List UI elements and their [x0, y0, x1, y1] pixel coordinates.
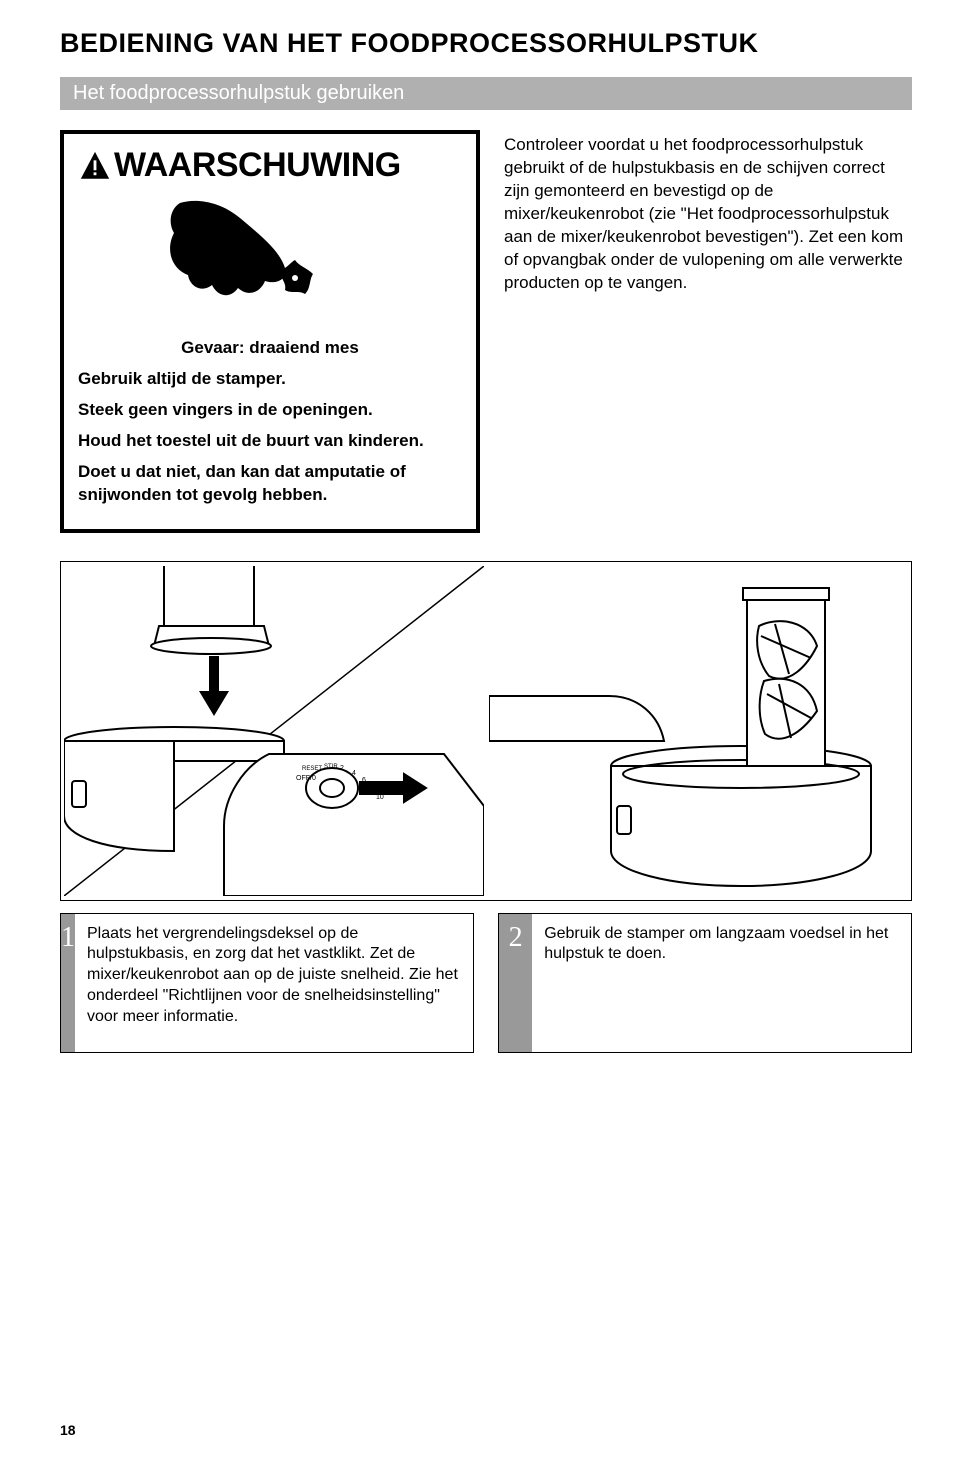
steps-row: 1 Plaats het vergrendelingsdeksel op de … [60, 913, 912, 1053]
warning-line: Steek geen vingers in de openingen. [78, 399, 462, 422]
warning-triangle-icon [78, 149, 112, 183]
warning-line: Gebruik altijd de stamper. [78, 368, 462, 391]
diagram-left: RESET OFF/0 STIR 2 4 6 8 10 [61, 562, 486, 900]
warning-box: WAARSCHUWING Gevaar: draaiend mes Gebrui… [60, 130, 480, 533]
svg-text:4: 4 [352, 770, 356, 777]
warning-line: Houd het toestel uit de buurt van kinder… [78, 430, 462, 453]
warning-illustration [78, 193, 462, 323]
svg-text:STIR: STIR [324, 764, 338, 770]
warning-header: WAARSCHUWING [78, 146, 462, 185]
step-number: 2 [499, 914, 532, 1052]
svg-text:8: 8 [370, 785, 374, 792]
svg-text:2: 2 [340, 765, 344, 772]
section-subtitle: Het foodprocessorhulpstuk gebruiken [60, 77, 912, 110]
svg-text:OFF/0: OFF/0 [296, 775, 316, 782]
diagram-right [486, 562, 911, 900]
page-number: 18 [60, 1422, 76, 1438]
warning-danger-line: Gevaar: draaiend mes [78, 337, 462, 360]
step-number: 1 [61, 914, 75, 1052]
step-2: 2 Gebruik de stamper om langzaam voedsel… [498, 913, 912, 1053]
svg-text:10: 10 [376, 794, 384, 801]
warning-body: Gevaar: draaiend mes Gebruik altijd de s… [78, 337, 462, 507]
page-title: BEDIENING VAN HET FOODPROCESSORHULPSTUK [60, 28, 912, 59]
info-paragraph: Controleer voordat u het foodprocessor­h… [504, 130, 912, 533]
top-row: WAARSCHUWING Gevaar: draaiend mes Gebrui… [60, 130, 912, 533]
diagram-row: RESET OFF/0 STIR 2 4 6 8 10 [60, 561, 912, 901]
warning-line: Doet u dat niet, dan kan dat amputatie o… [78, 461, 462, 507]
svg-text:RESET: RESET [302, 766, 322, 772]
step-1: 1 Plaats het vergrendelingsdeksel op de … [60, 913, 474, 1053]
warning-header-text: WAARSCHUWING [114, 146, 401, 185]
step-text: Plaats het vergrendelingsdeksel op de hu… [75, 914, 473, 1052]
svg-text:6: 6 [362, 777, 366, 784]
step-text: Gebruik de stamper om langzaam voedsel i… [532, 914, 911, 1052]
